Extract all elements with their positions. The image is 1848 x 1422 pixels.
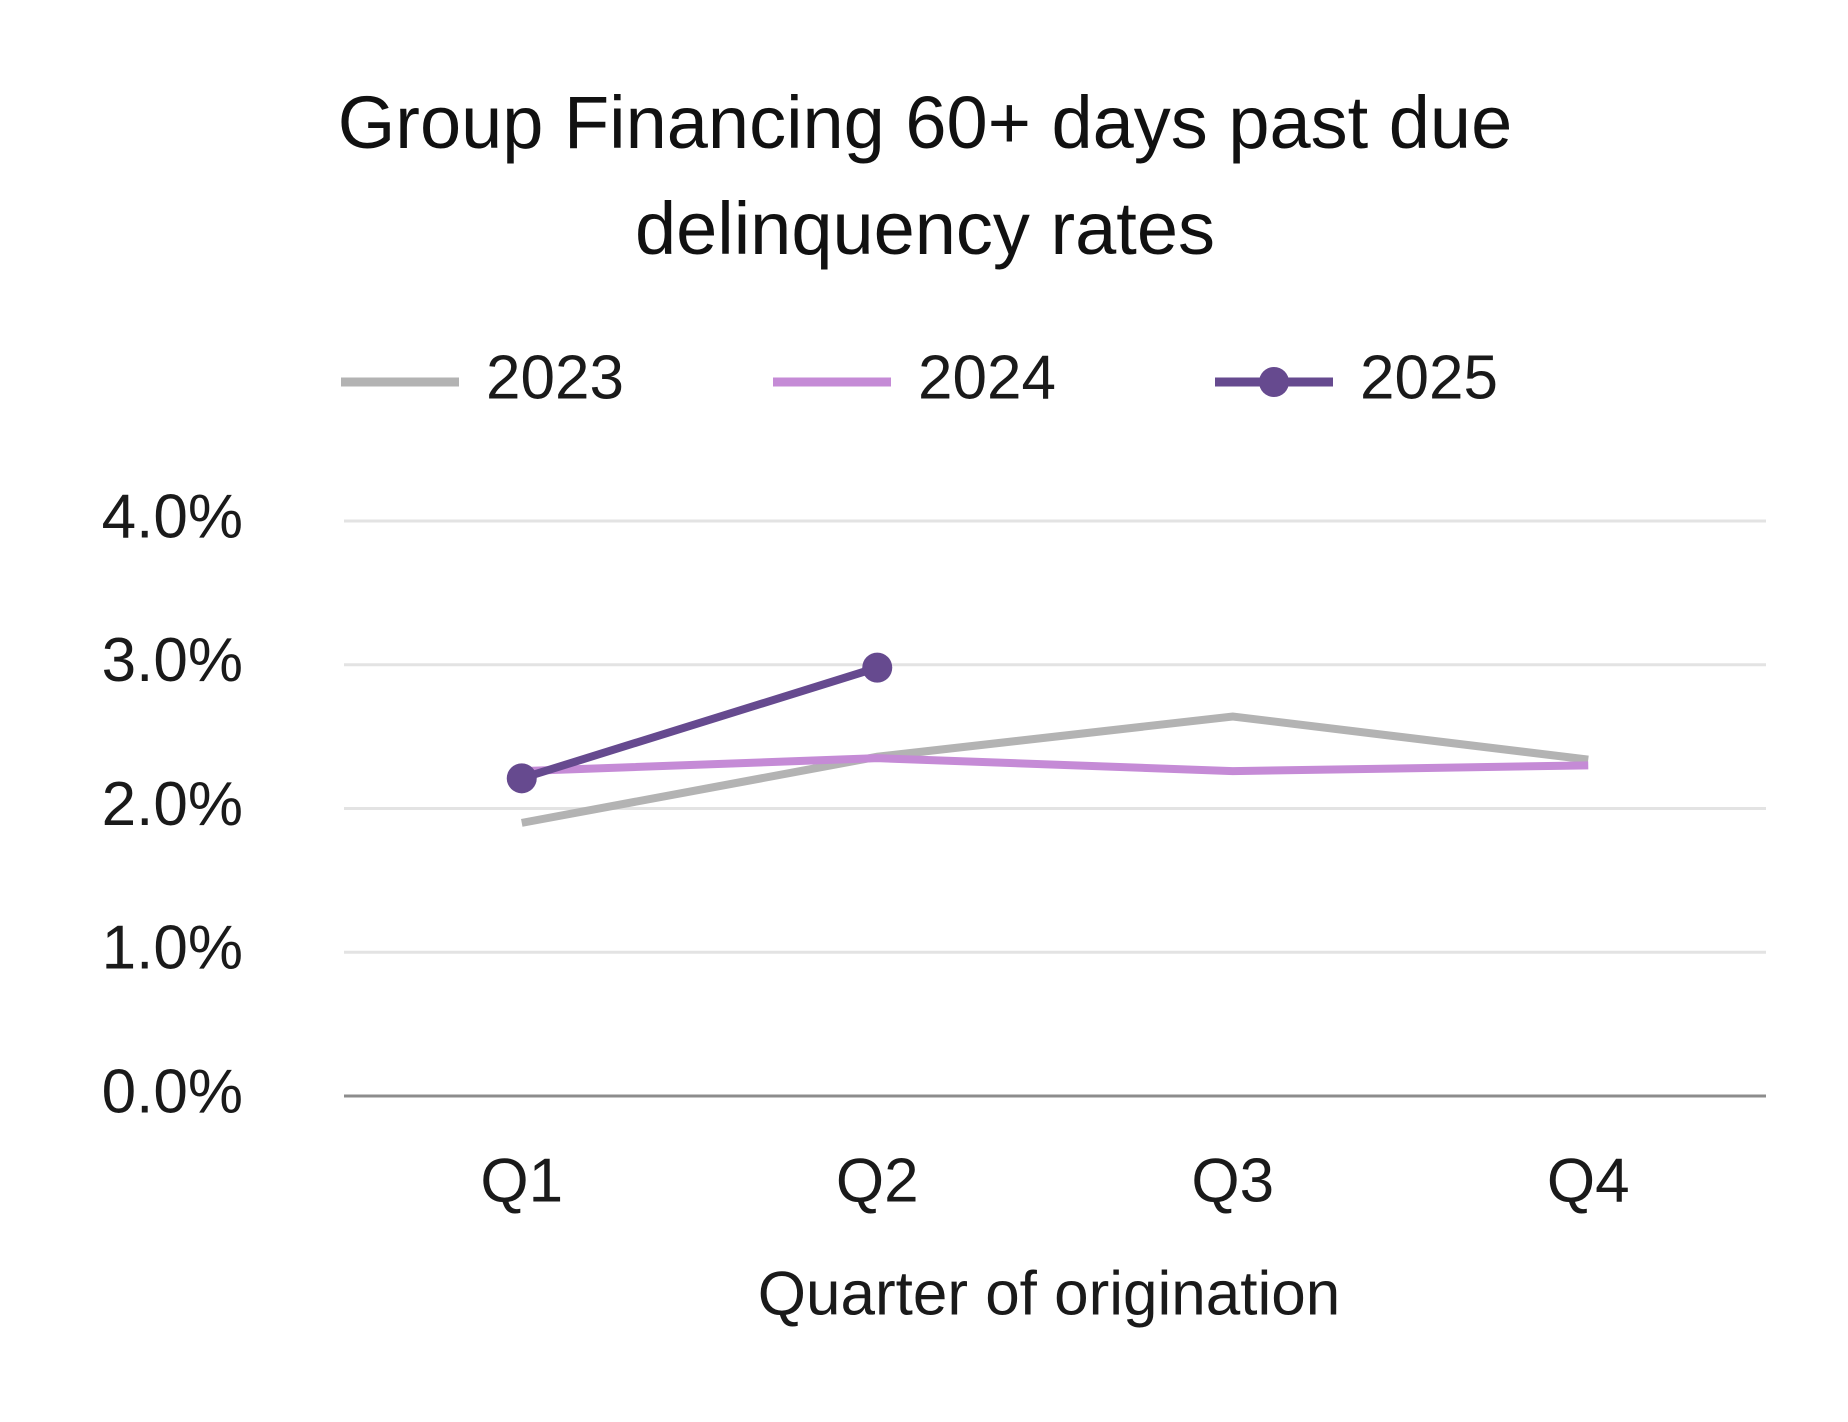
point-marker [506, 763, 537, 794]
legend-label: 2023 [486, 343, 624, 412]
x-tick-label: Q4 [1547, 1146, 1630, 1215]
y-tick-label: 3.0% [102, 626, 243, 695]
y-tick-label: 0.0% [102, 1057, 243, 1126]
x-tick-label: Q3 [1191, 1146, 1274, 1215]
legend-marker [1259, 367, 1289, 397]
y-tick-label: 4.0% [102, 482, 243, 551]
series-line [521, 712, 1589, 827]
legend-label: 2024 [918, 343, 1056, 412]
x-axis-title: Quarter of origination [758, 1259, 1340, 1328]
chart-title: Group Financing 60+ days past due delinq… [337, 81, 1513, 270]
y-tick-label: 1.0% [102, 914, 243, 983]
point-marker [862, 652, 893, 683]
series-line [520, 663, 879, 783]
y-tick-label: 2.0% [102, 770, 243, 839]
series-line [521, 754, 1589, 776]
x-tick-label: Q2 [836, 1146, 919, 1215]
legend-label: 2025 [1360, 343, 1498, 412]
x-tick-label: Q1 [480, 1146, 563, 1215]
